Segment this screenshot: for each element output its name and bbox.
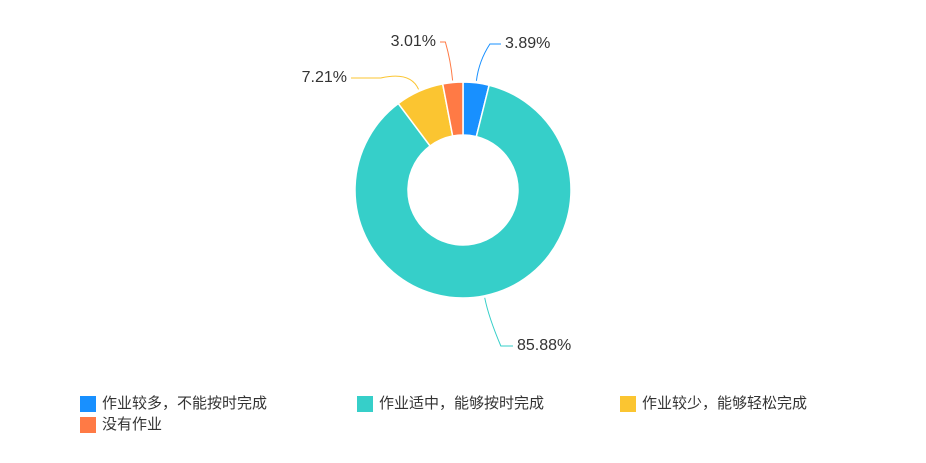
legend-swatch [80, 396, 96, 412]
leader-line [475, 43, 501, 81]
donut-slice [354, 84, 572, 299]
data-label: 3.01% [391, 33, 436, 50]
data-label: 7.21% [302, 69, 347, 86]
legend-label: 作业较少，能够轻松完成 [642, 394, 807, 412]
data-label: 85.88% [517, 337, 571, 354]
legend-label: 作业较多，不能按时完成 [102, 394, 267, 412]
legend-label: 没有作业 [102, 416, 162, 433]
legend-swatch [620, 396, 636, 412]
leader-line [351, 75, 420, 90]
legend-swatch [357, 396, 373, 412]
data-label: 3.89% [505, 35, 550, 52]
leader-line [484, 297, 513, 347]
donut-slice [441, 81, 464, 137]
leader-line [440, 41, 454, 81]
legend-swatch [80, 417, 96, 433]
legend-label: 作业适中，能够按时完成 [379, 395, 544, 412]
